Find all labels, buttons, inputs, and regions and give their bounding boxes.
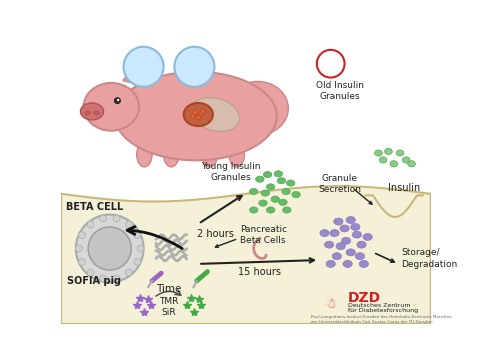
Ellipse shape	[408, 161, 415, 167]
Ellipse shape	[324, 241, 334, 248]
Text: TMR
SiR: TMR SiR	[159, 297, 179, 317]
Ellipse shape	[363, 233, 372, 240]
Ellipse shape	[277, 178, 286, 184]
Ellipse shape	[282, 189, 290, 195]
Ellipse shape	[227, 82, 288, 135]
Ellipse shape	[320, 230, 329, 237]
Polygon shape	[123, 64, 147, 84]
Polygon shape	[365, 195, 423, 217]
Circle shape	[113, 275, 120, 282]
Circle shape	[196, 115, 201, 120]
Ellipse shape	[351, 223, 360, 230]
Text: Paul-Langerhans-Institut Dresden des Helmholtz-Zentrums München
am Universitätsk: Paul-Langerhans-Institut Dresden des Hel…	[312, 315, 452, 324]
Ellipse shape	[292, 191, 300, 198]
Ellipse shape	[271, 196, 279, 202]
Ellipse shape	[229, 142, 244, 167]
Ellipse shape	[334, 218, 343, 225]
Text: SOFIA pig: SOFIA pig	[67, 276, 121, 286]
Ellipse shape	[81, 103, 104, 120]
Ellipse shape	[84, 83, 139, 131]
Ellipse shape	[266, 207, 275, 213]
Text: ☃: ☃	[324, 297, 337, 311]
Ellipse shape	[332, 253, 341, 260]
Text: Time: Time	[156, 284, 182, 293]
Ellipse shape	[84, 111, 90, 115]
Circle shape	[125, 221, 132, 228]
Circle shape	[76, 215, 144, 282]
Ellipse shape	[346, 217, 355, 223]
Ellipse shape	[184, 103, 213, 126]
Ellipse shape	[341, 237, 351, 244]
Ellipse shape	[266, 184, 275, 190]
Ellipse shape	[384, 149, 392, 155]
Polygon shape	[61, 44, 431, 324]
Circle shape	[88, 227, 131, 270]
Circle shape	[137, 245, 144, 252]
Ellipse shape	[164, 142, 179, 167]
Circle shape	[114, 98, 120, 104]
Ellipse shape	[390, 161, 398, 167]
Text: Pancreatic
Beta Cells: Pancreatic Beta Cells	[240, 225, 287, 245]
Ellipse shape	[343, 260, 352, 268]
Text: DZD: DZD	[348, 291, 381, 305]
Ellipse shape	[191, 98, 240, 131]
Ellipse shape	[256, 176, 264, 182]
Circle shape	[134, 232, 141, 238]
Ellipse shape	[374, 150, 382, 156]
Text: Old Insulin
Granules: Old Insulin Granules	[316, 82, 364, 102]
Text: Insulin: Insulin	[388, 183, 420, 193]
Circle shape	[191, 114, 195, 118]
Text: Deutsches Zentrum: Deutsches Zentrum	[348, 303, 410, 308]
Ellipse shape	[264, 171, 272, 178]
Ellipse shape	[261, 190, 269, 196]
Text: für Diabetesforschung: für Diabetesforschung	[348, 308, 418, 313]
Ellipse shape	[326, 260, 336, 268]
Ellipse shape	[379, 157, 387, 163]
Ellipse shape	[359, 260, 369, 268]
Ellipse shape	[330, 230, 339, 237]
Ellipse shape	[137, 142, 152, 167]
Ellipse shape	[115, 72, 277, 160]
Circle shape	[99, 215, 107, 222]
Ellipse shape	[355, 253, 365, 260]
Ellipse shape	[346, 249, 355, 256]
Ellipse shape	[396, 150, 404, 156]
Circle shape	[99, 275, 107, 282]
Ellipse shape	[274, 171, 283, 177]
Ellipse shape	[283, 207, 291, 213]
Ellipse shape	[402, 157, 410, 163]
Text: BETA CELL: BETA CELL	[66, 202, 123, 212]
Circle shape	[113, 215, 120, 222]
Text: 15 hours: 15 hours	[239, 266, 281, 277]
Circle shape	[87, 221, 94, 228]
Ellipse shape	[259, 200, 267, 206]
Text: 2 hours: 2 hours	[197, 229, 234, 239]
Ellipse shape	[357, 241, 366, 248]
Ellipse shape	[340, 225, 349, 232]
Text: Young Insulin
Granules: Young Insulin Granules	[201, 162, 260, 182]
Ellipse shape	[336, 243, 345, 250]
Circle shape	[134, 258, 141, 265]
Ellipse shape	[352, 231, 361, 238]
Polygon shape	[61, 186, 431, 324]
Circle shape	[193, 110, 197, 115]
Circle shape	[79, 258, 85, 265]
Circle shape	[79, 232, 85, 238]
Ellipse shape	[250, 207, 258, 213]
Circle shape	[125, 269, 132, 276]
Text: Granule
Secretion: Granule Secretion	[318, 174, 361, 194]
Circle shape	[201, 109, 205, 114]
Circle shape	[123, 47, 164, 87]
Circle shape	[199, 111, 204, 116]
Circle shape	[174, 47, 215, 87]
Ellipse shape	[279, 199, 287, 205]
Ellipse shape	[202, 142, 217, 167]
Text: Storage/
Degradation: Storage/ Degradation	[402, 249, 458, 269]
Circle shape	[117, 99, 120, 101]
Ellipse shape	[250, 189, 258, 195]
Circle shape	[87, 269, 94, 276]
Ellipse shape	[287, 180, 295, 186]
Ellipse shape	[94, 111, 99, 115]
Circle shape	[75, 245, 83, 252]
